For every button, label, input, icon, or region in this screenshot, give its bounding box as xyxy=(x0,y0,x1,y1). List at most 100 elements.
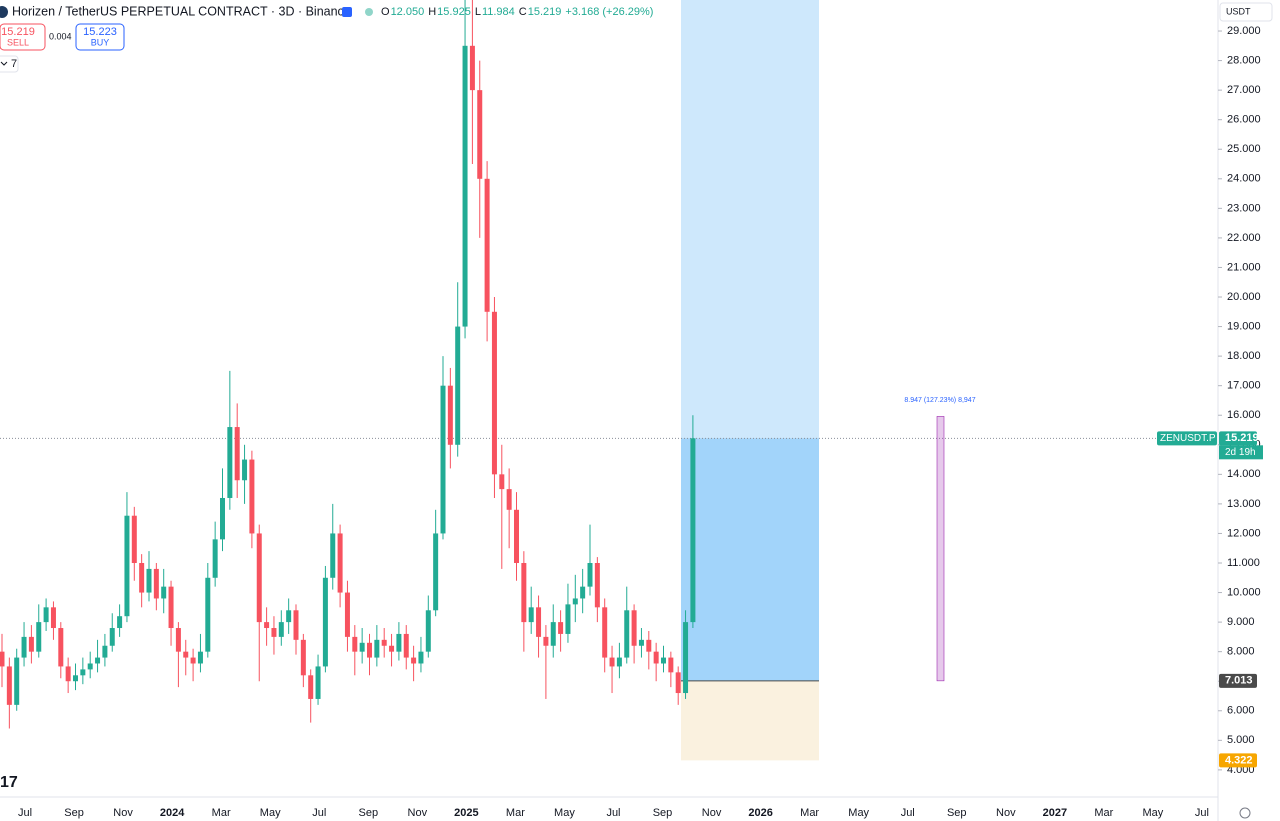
current-price-label-bg xyxy=(1219,431,1257,446)
y-tick-label: 14.000 xyxy=(1227,468,1261,480)
entry-price-label-bg xyxy=(1219,673,1257,688)
candle-body xyxy=(249,459,255,534)
status-dot xyxy=(365,8,373,16)
symbol-title[interactable]: Horizen / TetherUS PERPETUAL CONTRACT · … xyxy=(12,4,351,18)
ohlc-value: 15.219 xyxy=(528,6,562,18)
x-tick-label: Mar xyxy=(1094,807,1113,819)
stop-zone[interactable] xyxy=(681,680,819,761)
candle-body xyxy=(322,577,328,667)
y-tick-label: 20.000 xyxy=(1227,291,1261,303)
sell-button[interactable] xyxy=(0,23,46,51)
x-tick-label: May xyxy=(554,807,575,819)
candle-body xyxy=(374,639,380,658)
currency-button[interactable] xyxy=(1219,2,1273,22)
symbol-icon xyxy=(0,6,8,18)
ohlc-value: 12.050 xyxy=(391,6,425,18)
logo[interactable]: 17 xyxy=(0,774,18,791)
candle-body xyxy=(543,636,549,646)
candle-body xyxy=(418,651,424,664)
x-tick-label: Nov xyxy=(408,807,428,819)
y-tick-label: 22.000 xyxy=(1227,232,1261,244)
indicator-count: 7 xyxy=(11,58,17,70)
settings-icon[interactable] xyxy=(1239,807,1251,819)
candle-body xyxy=(14,657,20,705)
buy-button[interactable] xyxy=(75,23,125,51)
candle-body xyxy=(609,657,615,667)
flag-icon[interactable] xyxy=(342,7,352,17)
plot-area xyxy=(0,0,1218,761)
profit-zone[interactable] xyxy=(681,0,819,681)
candle-body xyxy=(661,657,666,664)
ohlc-key: L xyxy=(475,6,481,18)
y-tick-label: 10.000 xyxy=(1227,586,1261,598)
candle-body xyxy=(227,427,233,498)
candle-body xyxy=(330,533,336,578)
x-tick-label: Nov xyxy=(113,807,133,819)
candle-body xyxy=(117,616,123,629)
candle-body xyxy=(594,563,600,608)
y-tick-label: 12.000 xyxy=(1227,527,1261,539)
candle-body xyxy=(616,657,622,667)
x-tick-label: Jul xyxy=(606,807,620,819)
buy-price: 15.223 xyxy=(83,26,117,38)
x-tick-label: Sep xyxy=(947,807,967,819)
ohlc-key: O xyxy=(381,6,390,18)
y-tick-label: 27.000 xyxy=(1227,84,1261,96)
candle-body xyxy=(433,533,439,611)
candle-body xyxy=(477,90,483,179)
candle-body xyxy=(506,489,512,510)
y-tick-label: 26.000 xyxy=(1227,114,1261,126)
x-tick-label: Jul xyxy=(312,807,326,819)
candle-body xyxy=(389,645,395,652)
x-tick-label: 2025 xyxy=(454,807,478,819)
candle-body xyxy=(271,628,277,637)
candle-body xyxy=(102,645,108,658)
y-tick-label: 8.000 xyxy=(1227,646,1255,658)
candle-body xyxy=(521,563,527,623)
measure-box[interactable] xyxy=(936,416,945,682)
candle-body xyxy=(690,438,696,623)
candle-body xyxy=(367,642,372,658)
symbol-tag-bg xyxy=(1157,431,1217,446)
current-price-label: 15.219 xyxy=(1225,432,1259,444)
indicators-toggle[interactable] xyxy=(0,55,19,73)
candle-body xyxy=(469,45,475,91)
candle-body xyxy=(220,497,225,540)
x-tick-label: Mar xyxy=(800,807,819,819)
candle-body xyxy=(440,385,446,534)
y-tick-label: 6.000 xyxy=(1227,705,1255,717)
y-tick-label: 28.000 xyxy=(1227,54,1261,66)
candle-body xyxy=(87,663,93,670)
countdown: 2d 19h xyxy=(1225,447,1256,458)
x-tick-label: Jul xyxy=(18,807,32,819)
x-tick-label: Jul xyxy=(901,807,915,819)
candle-body xyxy=(565,604,571,634)
stop-price-label-bg xyxy=(1219,753,1257,768)
candle-body xyxy=(175,628,181,652)
y-tick-label: 13.000 xyxy=(1227,498,1261,510)
sell-label: SELL xyxy=(7,37,29,47)
candle-body xyxy=(65,666,71,682)
candle-body xyxy=(602,607,608,658)
ohlc-key: C xyxy=(519,6,527,18)
open-profit-zone xyxy=(681,438,819,681)
candle-body xyxy=(352,636,358,652)
y-tick-label: 17.000 xyxy=(1227,380,1261,392)
candle-body xyxy=(455,326,461,445)
candle-body xyxy=(183,651,189,658)
x-tick-label: May xyxy=(1143,807,1164,819)
y-tick-label: 5.000 xyxy=(1227,734,1255,746)
candle-body xyxy=(587,563,593,587)
candle-body xyxy=(462,45,468,327)
stop-price-label: 4.322 xyxy=(1225,754,1253,766)
candle-body xyxy=(550,622,556,646)
x-tick-label: May xyxy=(260,807,281,819)
candle-body xyxy=(631,610,637,646)
candle-body xyxy=(344,592,350,637)
candle-body xyxy=(43,607,49,623)
candle-body xyxy=(624,610,630,658)
candle-body xyxy=(675,672,681,694)
y-tick-label: 9.000 xyxy=(1227,616,1255,628)
candle-body xyxy=(484,178,490,312)
y-tick-label: 18.000 xyxy=(1227,350,1261,362)
